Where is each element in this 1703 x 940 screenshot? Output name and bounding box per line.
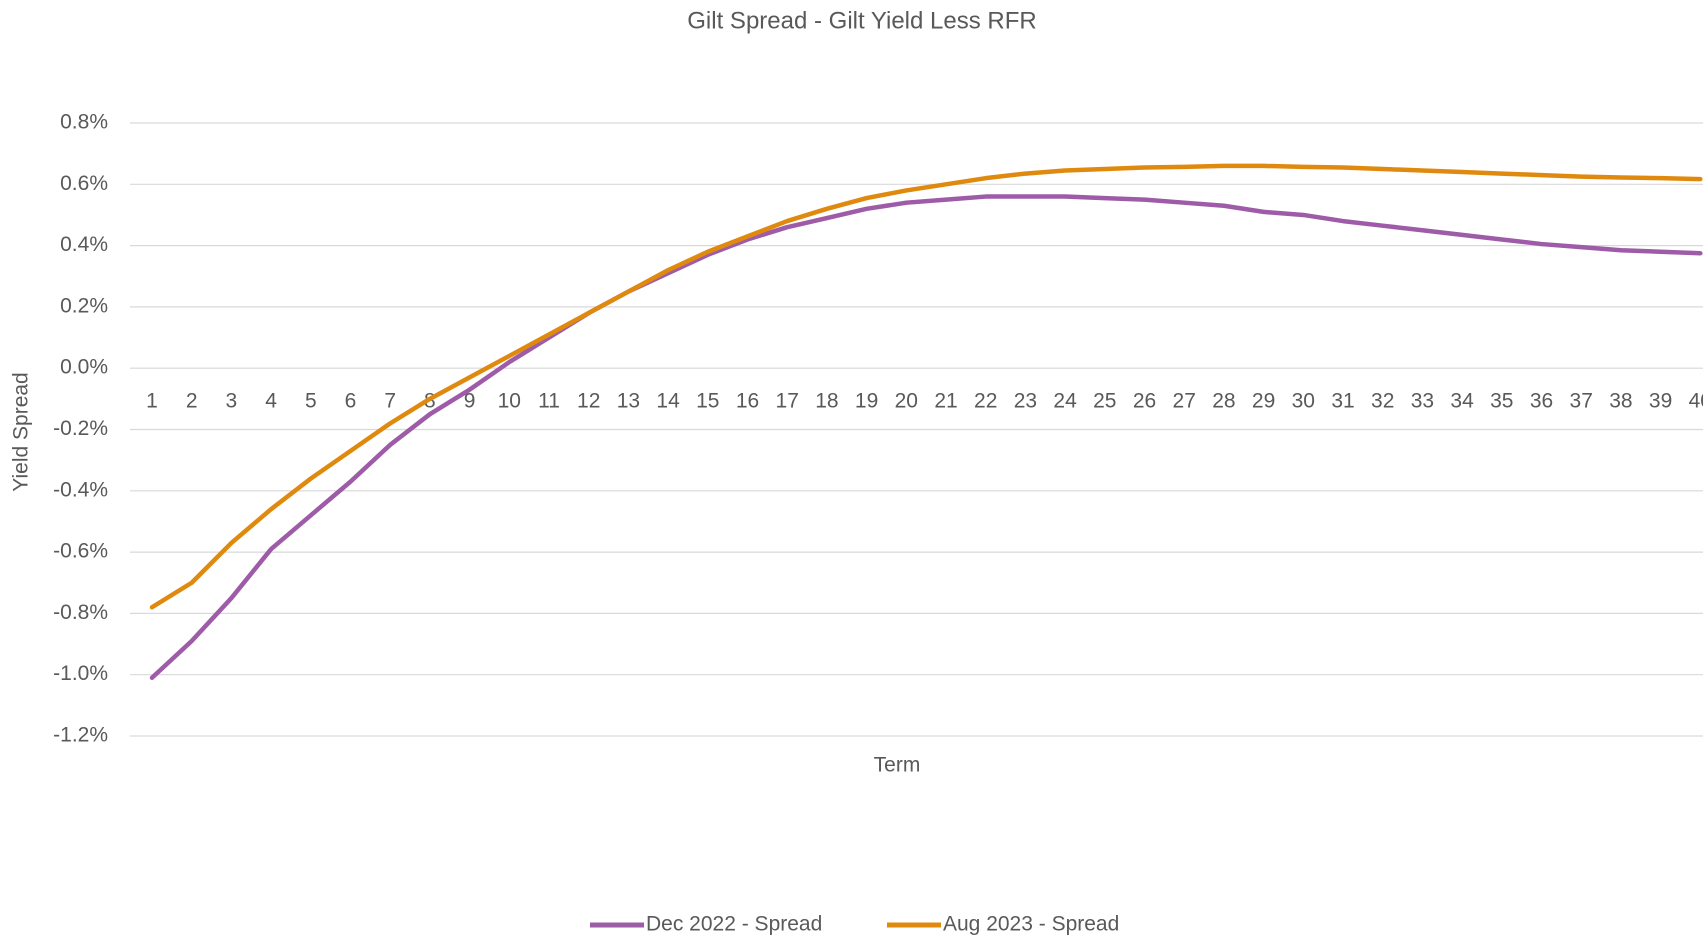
x-axis-label: Term	[874, 754, 921, 777]
x-tick-label: 32	[1371, 390, 1394, 413]
y-tick-label: -1.2%	[53, 724, 108, 747]
x-tick-label: 3	[226, 390, 238, 413]
x-tick-label: 40	[1689, 390, 1703, 413]
y-tick-label: 0.4%	[60, 233, 108, 256]
x-tick-label: 7	[384, 390, 396, 413]
legend-label: Dec 2022 - Spread	[646, 913, 822, 936]
x-tick-label: 14	[656, 390, 680, 413]
x-tick-label: 20	[895, 390, 918, 413]
x-tick-label: 24	[1053, 390, 1077, 413]
x-tick-label: 29	[1252, 390, 1275, 413]
x-tick-label: 25	[1093, 390, 1116, 413]
x-tick-label: 13	[617, 390, 640, 413]
y-tick-label: 0.0%	[60, 356, 108, 379]
x-tick-label: 34	[1450, 390, 1474, 413]
x-tick-label: 35	[1490, 390, 1513, 413]
x-tick-label: 17	[776, 390, 799, 413]
x-tick-label: 30	[1292, 390, 1315, 413]
x-tick-label: 38	[1609, 390, 1632, 413]
y-tick-label: -0.4%	[53, 478, 108, 501]
y-axis-label: Yield Spread	[10, 372, 33, 491]
y-tick-label: 0.8%	[60, 111, 108, 134]
x-tick-label: 18	[815, 390, 838, 413]
x-tick-label: 15	[696, 390, 719, 413]
y-tick-label: -0.6%	[53, 540, 108, 563]
x-tick-label: 21	[934, 390, 957, 413]
x-tick-label: 5	[305, 390, 317, 413]
y-tick-label: -0.8%	[53, 601, 108, 624]
y-tick-label: 0.2%	[60, 294, 108, 317]
y-tick-label: -1.0%	[53, 662, 108, 685]
x-tick-label: 12	[577, 390, 600, 413]
x-tick-label: 16	[736, 390, 759, 413]
legend-label: Aug 2023 - Spread	[943, 913, 1119, 936]
line-series	[149, 163, 1703, 610]
x-tick-label: 11	[538, 390, 560, 413]
line-series	[149, 194, 1703, 681]
chart-title: Gilt Spread - Gilt Yield Less RFR	[687, 7, 1036, 34]
y-tick-label: 0.6%	[60, 172, 108, 195]
x-tick-label: 19	[855, 390, 878, 413]
x-tick-label: 1	[146, 390, 158, 413]
x-tick-label: 9	[464, 390, 476, 413]
x-tick-label: 2	[186, 390, 198, 413]
x-tick-label: 36	[1530, 390, 1553, 413]
x-tick-label: 37	[1570, 390, 1593, 413]
y-tick-label: -0.2%	[53, 417, 108, 440]
x-tick-label: 27	[1173, 390, 1196, 413]
x-tick-label: 22	[974, 390, 997, 413]
x-tick-label: 39	[1649, 390, 1672, 413]
x-tick-label: 23	[1014, 390, 1037, 413]
x-tick-label: 33	[1411, 390, 1434, 413]
x-tick-label: 28	[1212, 390, 1235, 413]
x-tick-label: 26	[1133, 390, 1156, 413]
x-tick-label: 4	[265, 390, 277, 413]
x-tick-label: 6	[345, 390, 357, 413]
x-tick-label: 31	[1331, 390, 1354, 413]
x-tick-label: 10	[498, 390, 521, 413]
